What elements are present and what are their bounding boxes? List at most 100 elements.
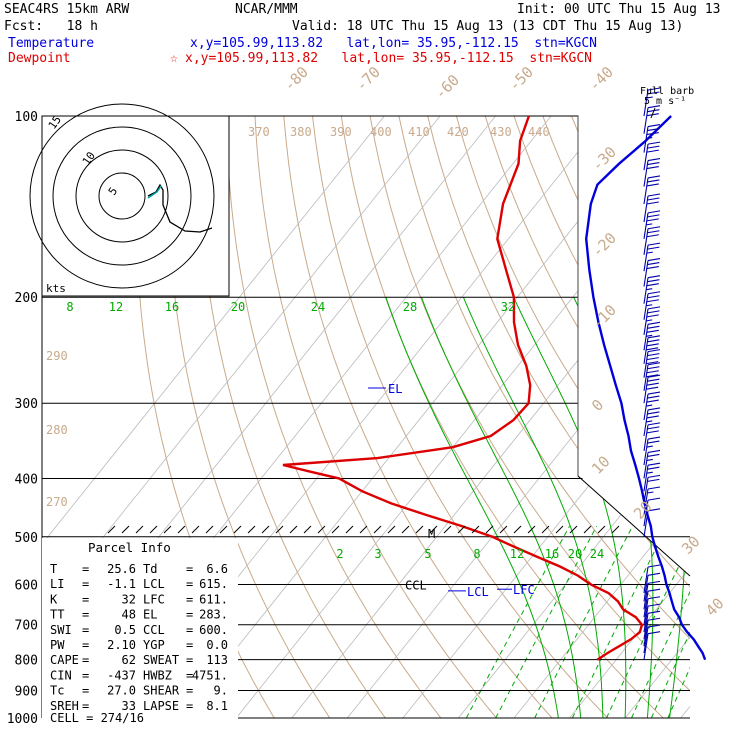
wind-barb-flag	[647, 631, 661, 635]
el-label: EL	[388, 382, 402, 396]
wind-barb	[643, 486, 661, 516]
parcel-key: SWEAT	[143, 653, 179, 667]
hodograph-ring	[52, 126, 192, 266]
parcel-value: 48	[122, 608, 136, 622]
wind-barb-flag	[647, 374, 661, 378]
wind-barb-flag	[647, 335, 661, 339]
wind-barb-flag	[647, 624, 661, 628]
wind-barb-flag	[647, 321, 661, 325]
wind-barb-flag	[647, 91, 660, 95]
wind-barb	[643, 391, 661, 421]
wind-barb-half-flag	[647, 491, 654, 494]
pressure-label-600: 600	[15, 578, 38, 593]
wind-barb	[643, 564, 661, 594]
parcel-key: K	[50, 592, 58, 606]
hatch-mark	[569, 525, 578, 534]
parcel-key: LFC	[143, 592, 165, 606]
wind-barb-flag	[647, 306, 661, 310]
hodograph-ring	[75, 149, 169, 243]
wind-barb-flag	[647, 486, 661, 490]
parcel-value: 9.	[214, 684, 228, 698]
theta-label: 370	[248, 125, 270, 139]
wind-barb-flag	[647, 407, 661, 411]
parcel-eq: =	[186, 592, 193, 606]
parcel-eq: =	[186, 638, 193, 652]
wind-barb-staff	[643, 452, 649, 479]
wind-barb-half-flag	[646, 458, 653, 461]
parcel-key: LAPSE	[143, 699, 179, 713]
wind-barb	[643, 508, 661, 537]
parcel-key: Td	[143, 562, 157, 576]
wind-barb	[643, 258, 661, 287]
wind-barb-flag	[647, 422, 661, 426]
wind-barb-flag	[647, 610, 661, 614]
wind-barb-flag	[647, 478, 660, 482]
forecast-hour: Fcst: 18 h	[4, 19, 98, 34]
wind-barb	[643, 210, 661, 239]
hodograph-ring	[98, 172, 146, 220]
theta-label: 390	[330, 125, 352, 139]
isotherm-label: -10	[588, 301, 620, 333]
wind-barb-staff	[643, 160, 649, 187]
parcel-eq: =	[186, 668, 193, 682]
hodograph-ring-label-10: 10	[80, 149, 98, 167]
wind-barb-flag	[647, 366, 660, 370]
wind-barb-staff	[643, 277, 649, 304]
hodograph-lowlevel-trace	[147, 185, 162, 199]
theta-label: 380	[290, 125, 312, 139]
parcel-key: EL	[143, 608, 157, 622]
hatch-mark	[611, 525, 620, 534]
wind-barb-staff	[643, 620, 649, 647]
wind-barb-flag	[647, 262, 660, 266]
parcel-key: SREH	[50, 699, 79, 713]
moist-adiabat-line	[692, 297, 726, 718]
parcel-eq: =	[82, 577, 89, 591]
wind-barb-staff	[643, 583, 649, 610]
wind-barb	[643, 497, 661, 527]
wind-barb-flag	[647, 175, 661, 179]
wind-barb-flag	[647, 141, 661, 145]
wind-barb-flag	[646, 299, 659, 303]
wind-barb-staff	[643, 500, 649, 527]
theta-label: 430	[490, 125, 512, 139]
wind-barb	[643, 275, 661, 304]
wind-barb-flag	[646, 183, 659, 187]
wind-barb-flag	[647, 449, 661, 453]
parcel-value: 4751.	[192, 668, 228, 682]
wind-barb-flag	[647, 474, 661, 478]
parcel-key: CCL	[143, 623, 165, 637]
mixing-ratio-label: 12	[510, 547, 524, 561]
parcel-value: 283.	[199, 608, 228, 622]
theta-e-label: 12	[109, 300, 123, 314]
wind-barb	[643, 407, 661, 437]
wind-barb-staff	[643, 351, 649, 378]
wind-barb-flag	[647, 145, 660, 149]
mixing-ratio-label: 20	[568, 547, 582, 561]
dry-adiabat-line	[312, 116, 621, 718]
dry-adiabat-line	[455, 116, 690, 718]
hatch-mark	[401, 525, 410, 534]
wind-barb-flag	[647, 258, 661, 262]
dry-adiabat-line	[599, 116, 690, 718]
wind-barb-flag	[647, 193, 661, 197]
wind-barb-half-flag	[646, 319, 653, 322]
wind-barb-half-flag	[646, 136, 653, 140]
hatch-mark	[191, 525, 200, 534]
dry-adiabat-line	[196, 116, 396, 718]
hatch-mark	[303, 525, 312, 534]
parcel-eq: =	[186, 608, 193, 622]
wind-barb-flag	[646, 382, 659, 386]
parcel-eq: =	[82, 699, 89, 713]
dry-adiabat-line	[513, 116, 690, 718]
wind-barb-staff	[643, 591, 649, 618]
parcel-key: SHEAR	[143, 684, 180, 698]
wind-barb-flag	[646, 430, 659, 434]
wind-barb-staff	[643, 465, 649, 492]
wind-barb-flag	[646, 314, 659, 318]
parcel-eq: =	[186, 699, 193, 713]
hatch-mark	[457, 525, 466, 534]
wind-barb-staff	[643, 126, 649, 153]
wind-barb	[643, 436, 661, 466]
parcel-key: LCL	[143, 577, 165, 591]
wind-barb-flag	[647, 436, 661, 440]
